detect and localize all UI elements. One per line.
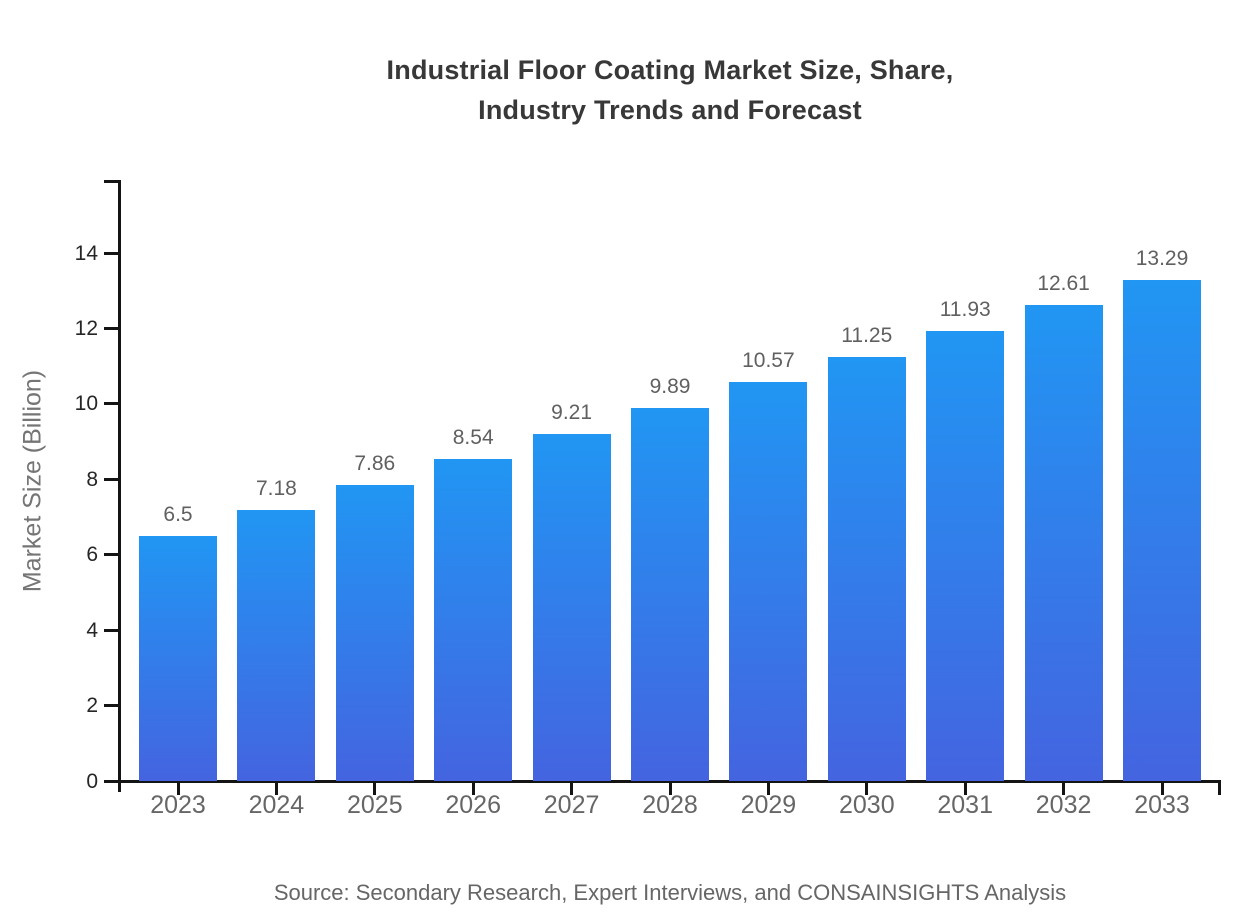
x-axis-tick xyxy=(865,781,869,795)
bar-value-label: 10.57 xyxy=(742,349,795,373)
bar-2031 xyxy=(926,331,1005,781)
x-tick-label: 2026 xyxy=(445,791,501,819)
bar-2027 xyxy=(532,433,611,781)
y-tick-label: 14 xyxy=(74,241,98,265)
bar-2032 xyxy=(1024,305,1103,781)
y-axis-tick xyxy=(104,251,121,255)
bar-value-label: 7.86 xyxy=(354,451,396,475)
x-tick-label: 2024 xyxy=(248,791,305,819)
chart-title-line1: Industrial Floor Coating Market Size, Sh… xyxy=(386,55,954,85)
y-axis-tick xyxy=(104,326,121,330)
x-axis-line xyxy=(104,780,1221,783)
bar-2033 xyxy=(1123,279,1201,781)
x-tick-label: 2027 xyxy=(543,791,600,819)
x-axis-tick xyxy=(176,781,180,795)
bar-2024 xyxy=(237,510,316,781)
y-tick-label: 10 xyxy=(74,392,98,416)
x-tick-label: 2023 xyxy=(150,791,206,819)
y-axis-end-cap xyxy=(104,180,121,183)
x-axis-tick xyxy=(668,781,672,795)
bar-value-label: 8.54 xyxy=(452,425,494,449)
y-tick-label: 8 xyxy=(86,467,98,491)
bar-value-label: 11.93 xyxy=(939,298,991,322)
bar-value-label: 9.21 xyxy=(551,400,593,424)
y-tick-label: 0 xyxy=(86,769,98,793)
x-tick-label: 2033 xyxy=(1134,791,1190,819)
bar-value-label: 11.25 xyxy=(841,323,893,347)
y-axis-tick xyxy=(104,402,121,406)
bar-2029 xyxy=(729,382,808,781)
bar-2023 xyxy=(139,535,217,781)
x-tick-label: 2029 xyxy=(740,791,797,819)
y-axis-tick xyxy=(104,779,121,783)
x-axis-end-cap xyxy=(1218,781,1221,795)
y-tick-label: 2 xyxy=(86,694,98,718)
y-axis-tick xyxy=(104,477,121,481)
x-axis-tick xyxy=(1062,781,1066,795)
x-axis-tick xyxy=(373,781,377,795)
x-tick-label: 2025 xyxy=(346,791,403,819)
x-axis-tick xyxy=(1160,781,1164,795)
x-axis-tick xyxy=(570,781,574,795)
bar-2025 xyxy=(335,484,414,781)
x-tick-label: 2028 xyxy=(642,791,698,819)
chart-title: Industrial Floor Coating Market Size, Sh… xyxy=(110,50,1230,130)
y-axis-line xyxy=(118,180,121,792)
bar-value-label: 9.89 xyxy=(649,375,691,398)
source-note: Source: Secondary Research, Expert Inter… xyxy=(273,880,1067,905)
bar-value-label: 12.61 xyxy=(1037,272,1090,296)
x-tick-label: 2030 xyxy=(838,791,895,819)
x-axis-tick xyxy=(963,781,967,795)
bar-2026 xyxy=(434,458,513,781)
chart-title-line2: Industry Trends and Forecast xyxy=(478,95,862,125)
x-axis-tick xyxy=(274,781,278,795)
x-tick-label: 2032 xyxy=(1035,791,1092,819)
bar-2028 xyxy=(631,408,709,781)
x-axis-tick xyxy=(766,781,770,795)
y-tick-label: 4 xyxy=(86,618,98,642)
x-tick-label: 2031 xyxy=(937,791,993,819)
bar-2030 xyxy=(827,356,906,781)
x-axis-tick xyxy=(471,781,475,795)
y-tick-label: 12 xyxy=(74,316,98,340)
y-axis-tick xyxy=(104,553,121,557)
bar-value-label: 6.5 xyxy=(163,502,193,526)
y-axis-tick xyxy=(104,628,121,632)
y-tick-label: 6 xyxy=(86,543,98,567)
y-axis-tick xyxy=(104,704,121,708)
bar-value-label: 13.29 xyxy=(1135,246,1189,270)
bar-value-label: 7.18 xyxy=(255,477,297,501)
